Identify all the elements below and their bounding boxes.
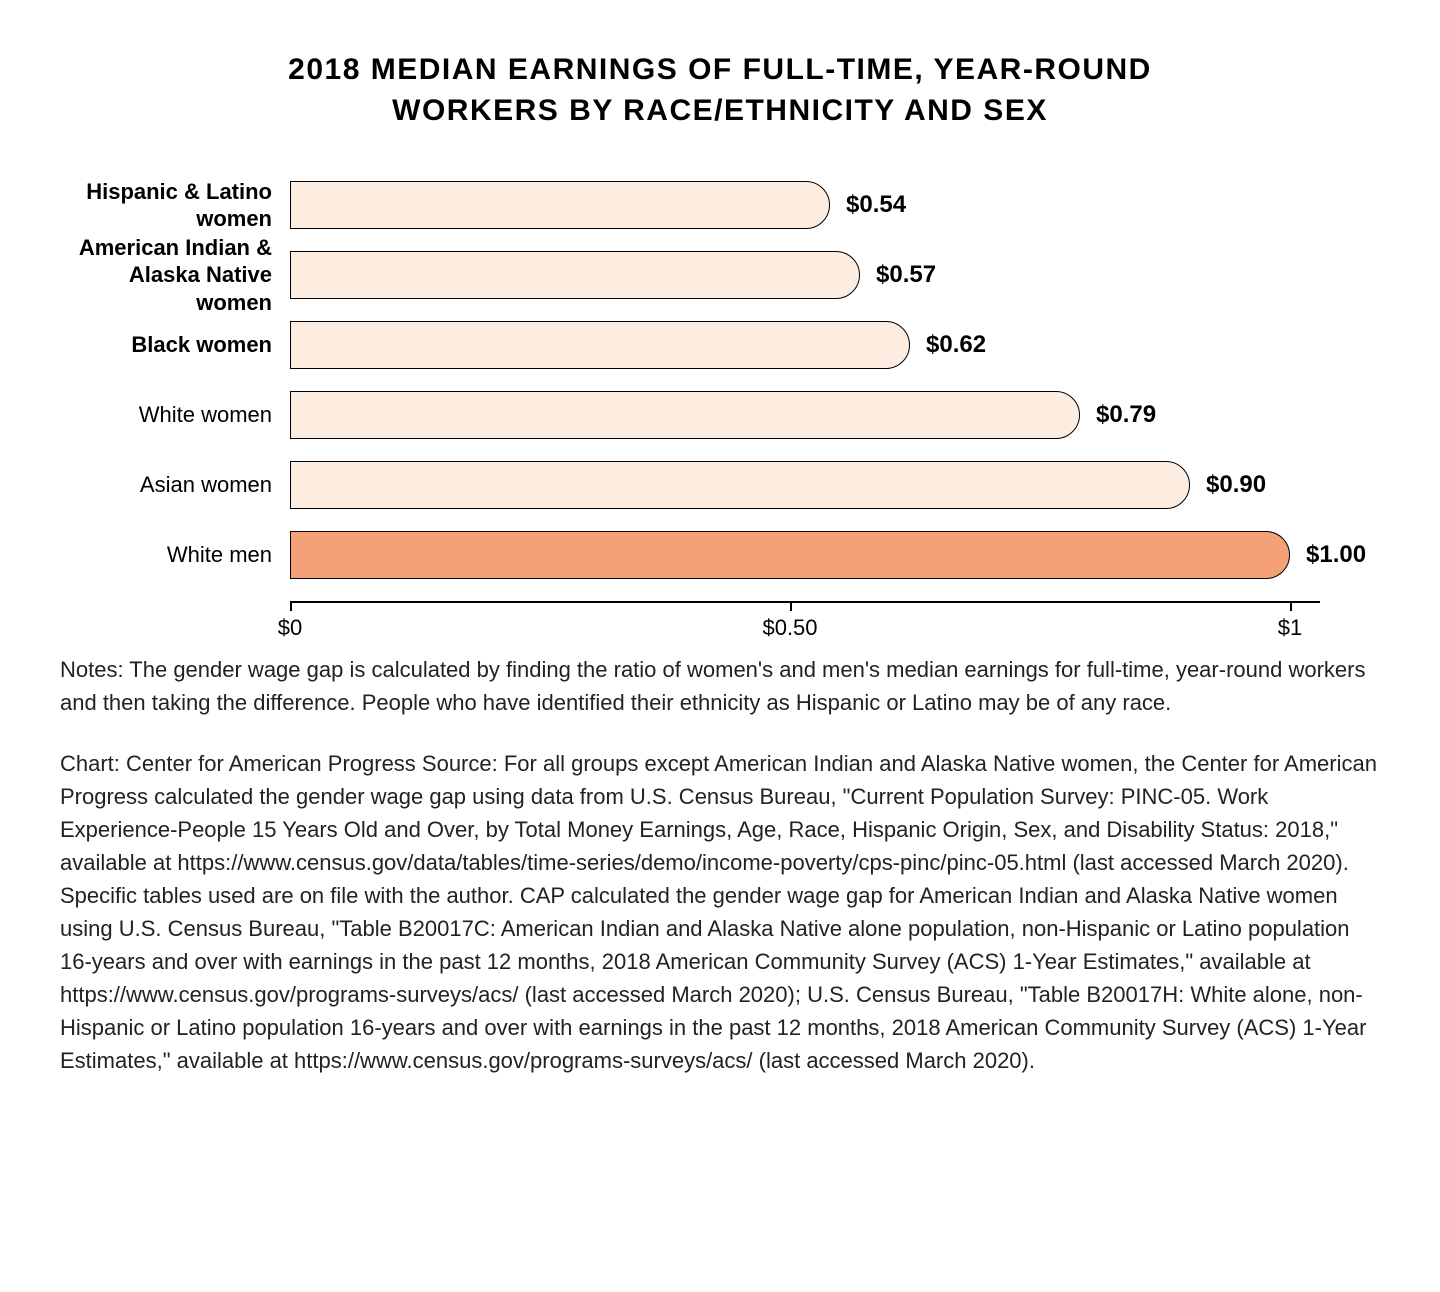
bar xyxy=(290,321,910,369)
axis-tick-label: $1 xyxy=(1278,615,1302,641)
axis-tick-label: $0.50 xyxy=(762,615,817,641)
bar-track: $0.79 xyxy=(290,391,1320,439)
x-axis: $0$0.50$1 xyxy=(290,601,1320,603)
bar-value: $0.62 xyxy=(910,331,986,359)
chart-title-line1: 2018 MEDIAN EARNINGS OF FULL-TIME, YEAR-… xyxy=(288,53,1152,86)
bar-value: $0.79 xyxy=(1080,401,1156,429)
bar-label: Asian women xyxy=(70,471,290,499)
bar xyxy=(290,531,1290,579)
bar xyxy=(290,391,1080,439)
bar-track: $0.57 xyxy=(290,251,1320,299)
bar-label: White women xyxy=(70,401,290,429)
axis-tick xyxy=(1290,601,1292,611)
chart-area: Hispanic & Latino women$0.54 American Ind… xyxy=(290,181,1320,603)
bar xyxy=(290,181,830,229)
axis-tick-label: $0 xyxy=(278,615,302,641)
bar-label: Black women xyxy=(70,331,290,359)
bar xyxy=(290,251,860,299)
bar-label: Hispanic & Latino women xyxy=(70,178,290,233)
footer-source: Chart: Center for American Progress Sour… xyxy=(60,747,1380,1077)
bar-value: $0.90 xyxy=(1190,471,1266,499)
bar-label: White men xyxy=(70,541,290,569)
axis-tick xyxy=(290,601,292,611)
bar xyxy=(290,461,1190,509)
bars-container: Hispanic & Latino women$0.54 American Ind… xyxy=(290,181,1320,579)
bar-value: $1.00 xyxy=(1290,541,1366,569)
bar-track: $0.54 xyxy=(290,181,1320,229)
footer-notes: Notes: The gender wage gap is calculated… xyxy=(60,653,1380,719)
bar-label: American Indian & Alaska Native women xyxy=(70,234,290,317)
axis-tick xyxy=(790,601,792,611)
chart-footer: Notes: The gender wage gap is calculated… xyxy=(60,653,1380,1077)
bar-row: Asian women$0.90 xyxy=(290,461,1320,509)
bar-row: Hispanic & Latino women$0.54 xyxy=(290,181,1320,229)
bar-row: American Indian & Alaska Native women$0.… xyxy=(290,251,1320,299)
bar-row: White men$1.00 xyxy=(290,531,1320,579)
chart-title: 2018 MEDIAN EARNINGS OF FULL-TIME, YEAR-… xyxy=(60,50,1380,131)
chart-title-line2: WORKERS BY RACE/ETHNICITY AND SEX xyxy=(392,94,1048,127)
bar-row: White women$0.79 xyxy=(290,391,1320,439)
bar-row: Black women$0.62 xyxy=(290,321,1320,369)
bar-track: $0.90 xyxy=(290,461,1320,509)
bar-track: $1.00 xyxy=(290,531,1320,579)
bar-track: $0.62 xyxy=(290,321,1320,369)
bar-value: $0.54 xyxy=(830,191,906,219)
bar-value: $0.57 xyxy=(860,261,936,289)
